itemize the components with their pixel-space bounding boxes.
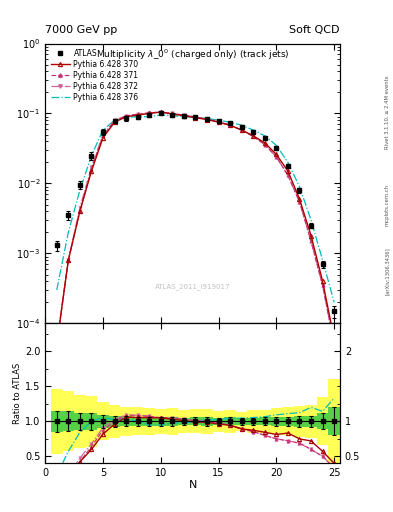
Bar xyxy=(62,391,74,452)
Y-axis label: Ratio to ATLAS: Ratio to ATLAS xyxy=(13,363,22,424)
Text: Soft QCD: Soft QCD xyxy=(290,25,340,35)
Bar xyxy=(271,417,282,426)
Bar xyxy=(167,417,178,426)
Bar xyxy=(213,418,224,425)
Bar xyxy=(86,396,97,446)
Text: Multiplicity $\lambda\_0^0$ (charged only) (track jets): Multiplicity $\lambda\_0^0$ (charged onl… xyxy=(96,48,289,62)
Bar xyxy=(109,405,120,438)
Legend: ATLAS, Pythia 6.428 370, Pythia 6.428 371, Pythia 6.428 372, Pythia 6.428 376: ATLAS, Pythia 6.428 370, Pythia 6.428 37… xyxy=(48,47,141,104)
Bar xyxy=(282,408,294,435)
Bar xyxy=(271,408,282,435)
Bar xyxy=(132,408,143,435)
Text: Rivet 3.1.10, ≥ 2.4M events: Rivet 3.1.10, ≥ 2.4M events xyxy=(385,76,389,150)
Bar xyxy=(178,410,190,433)
Bar xyxy=(155,409,167,434)
Bar xyxy=(190,410,201,433)
Bar xyxy=(329,408,340,435)
Bar xyxy=(236,418,248,424)
Bar xyxy=(143,408,155,435)
X-axis label: N: N xyxy=(188,480,197,489)
Bar xyxy=(190,417,201,425)
Bar xyxy=(51,411,62,432)
Bar xyxy=(155,417,167,425)
Bar xyxy=(317,413,329,430)
Bar xyxy=(97,402,109,440)
Bar xyxy=(317,397,329,445)
Bar xyxy=(224,410,236,433)
Bar xyxy=(120,407,132,436)
Bar xyxy=(236,412,248,431)
Bar xyxy=(248,418,259,425)
Bar xyxy=(51,389,62,454)
Bar xyxy=(329,379,340,463)
Text: ATLAS_2011_I919017: ATLAS_2011_I919017 xyxy=(155,283,230,290)
Bar xyxy=(201,409,213,434)
Bar xyxy=(305,404,317,438)
Bar xyxy=(248,410,259,433)
Bar xyxy=(62,411,74,432)
Bar xyxy=(305,416,317,427)
Bar xyxy=(282,417,294,426)
Bar xyxy=(120,416,132,426)
Bar xyxy=(74,395,86,448)
Bar xyxy=(259,417,271,425)
Bar xyxy=(143,417,155,426)
Text: 7000 GeV pp: 7000 GeV pp xyxy=(45,25,118,35)
Bar xyxy=(97,415,109,428)
Text: mcplots.cern.ch: mcplots.cern.ch xyxy=(385,184,389,226)
Bar xyxy=(294,406,305,437)
Bar xyxy=(132,417,143,426)
Bar xyxy=(109,416,120,427)
Bar xyxy=(74,413,86,430)
Bar xyxy=(167,408,178,435)
Bar xyxy=(201,417,213,425)
Bar xyxy=(213,411,224,432)
Bar xyxy=(178,418,190,425)
Bar xyxy=(224,417,236,425)
Bar xyxy=(294,416,305,426)
Bar xyxy=(259,410,271,433)
Bar xyxy=(86,413,97,430)
Text: [arXiv:1306.3436]: [arXiv:1306.3436] xyxy=(385,247,389,295)
